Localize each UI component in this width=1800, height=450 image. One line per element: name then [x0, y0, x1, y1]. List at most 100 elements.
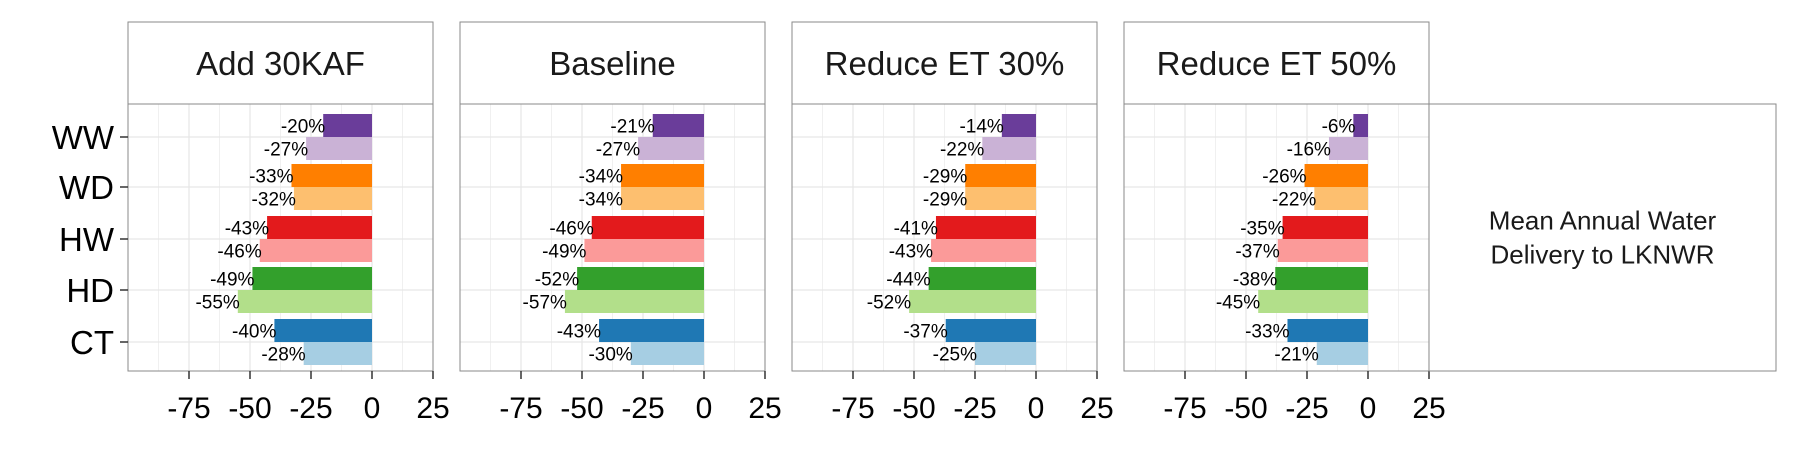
- data-label-add-30kaf-hw: -43%: [225, 219, 269, 240]
- data-label-add-30kaf-ww: -27%: [264, 140, 308, 161]
- data-label-reduce-et-30-ww: -22%: [940, 140, 984, 161]
- facet-title-reduce-et-30: Reduce ET 30%: [825, 45, 1065, 82]
- bar-baseline-hw-dark: [591, 216, 704, 239]
- x-tick-label: -25: [621, 392, 664, 425]
- bar-add-30kaf-wd-dark: [291, 164, 372, 187]
- data-label-add-30kaf-ww: -20%: [281, 117, 325, 138]
- data-label-baseline-ww: -21%: [610, 117, 654, 138]
- data-label-reduce-et-50-hd: -38%: [1233, 270, 1277, 291]
- x-tick-label: 25: [748, 392, 781, 425]
- x-tick-label: 0: [1028, 392, 1045, 425]
- data-label-reduce-et-50-ww: -6%: [1322, 117, 1356, 138]
- bar-baseline-hw-light: [584, 239, 704, 262]
- facet-strip-reduce-et-30: [791, 21, 1098, 105]
- x-tick-label: -25: [289, 392, 332, 425]
- x-tick-label: 0: [364, 392, 381, 425]
- y-tick-label-hd: HD: [66, 272, 114, 309]
- data-label-reduce-et-50-wd: -26%: [1262, 167, 1306, 188]
- data-label-reduce-et-50-hd: -45%: [1216, 293, 1260, 314]
- x-tick-label: 0: [1360, 392, 1377, 425]
- bar-reduce-et-30-hw-dark: [935, 216, 1036, 239]
- side-label-line: Mean Annual Water: [1489, 206, 1717, 236]
- facet-strip-reduce-et-50: [1123, 21, 1430, 105]
- data-label-baseline-wd: -34%: [579, 167, 623, 188]
- panel-border-baseline: [459, 103, 766, 372]
- bar-baseline-ct-light: [630, 342, 704, 365]
- data-label-reduce-et-30-ct: -37%: [903, 322, 947, 343]
- bar-reduce-et-50-wd-dark: [1304, 164, 1368, 187]
- x-tick-label: 25: [1412, 392, 1445, 425]
- bar-reduce-et-30-ct-light: [975, 342, 1036, 365]
- side-label-box: [1428, 103, 1777, 372]
- x-tick-label: -50: [560, 392, 603, 425]
- x-tick-label: -50: [1224, 392, 1267, 425]
- bar-reduce-et-50-hw-dark: [1282, 216, 1368, 239]
- facet-strip-baseline: [459, 21, 766, 105]
- data-label-baseline-ww: -27%: [596, 140, 640, 161]
- bar-baseline-ct-dark: [599, 319, 704, 342]
- y-tick-label-hw: HW: [59, 221, 115, 258]
- x-tick-label: -75: [831, 392, 874, 425]
- bar-baseline-ww-dark: [652, 114, 704, 137]
- data-label-reduce-et-30-ww: -14%: [959, 117, 1003, 138]
- bar-baseline-ww-light: [638, 137, 704, 160]
- data-label-baseline-hd: -52%: [535, 270, 579, 291]
- bar-reduce-et-30-hd-dark: [928, 267, 1036, 290]
- bar-add-30kaf-wd-light: [293, 187, 372, 210]
- bar-add-30kaf-hd-light: [237, 290, 372, 313]
- data-label-reduce-et-50-ct: -21%: [1274, 345, 1318, 366]
- bar-reduce-et-50-ct-light: [1316, 342, 1368, 365]
- x-tick-label: -75: [1163, 392, 1206, 425]
- x-tick-label: -25: [953, 392, 996, 425]
- data-label-baseline-ct: -30%: [588, 345, 632, 366]
- data-label-reduce-et-50-ww: -16%: [1287, 140, 1331, 161]
- bar-add-30kaf-ww-dark: [323, 114, 372, 137]
- data-label-reduce-et-50-hw: -37%: [1235, 242, 1279, 263]
- y-tick-label-ct: CT: [70, 324, 114, 361]
- x-tick-label: 0: [696, 392, 713, 425]
- bar-reduce-et-50-hd-dark: [1275, 267, 1368, 290]
- data-label-add-30kaf-wd: -32%: [252, 190, 296, 211]
- data-label-reduce-et-30-wd: -29%: [923, 190, 967, 211]
- facet-title-baseline: Baseline: [549, 45, 676, 82]
- bar-reduce-et-30-ct-dark: [945, 319, 1036, 342]
- panel-border-reduce-et-30: [791, 103, 1098, 372]
- x-tick-label: -50: [228, 392, 271, 425]
- data-label-reduce-et-30-hd: -52%: [867, 293, 911, 314]
- data-label-reduce-et-30-hd: -44%: [886, 270, 930, 291]
- y-tick-label-wd: WD: [59, 169, 114, 206]
- data-label-baseline-hw: -46%: [549, 219, 593, 240]
- data-label-reduce-et-50-hw: -35%: [1240, 219, 1284, 240]
- bar-add-30kaf-hw-dark: [267, 216, 372, 239]
- x-tick-label: -25: [1285, 392, 1328, 425]
- data-label-reduce-et-50-wd: -22%: [1272, 190, 1316, 211]
- bar-reduce-et-30-hd-light: [909, 290, 1036, 313]
- data-label-add-30kaf-hd: -49%: [210, 270, 254, 291]
- y-tick-label-ww: WW: [52, 119, 115, 156]
- bar-baseline-hd-light: [564, 290, 704, 313]
- bar-reduce-et-50-hd-light: [1258, 290, 1368, 313]
- data-label-baseline-wd: -34%: [579, 190, 623, 211]
- bar-reduce-et-50-wd-light: [1314, 187, 1368, 210]
- data-label-add-30kaf-ct: -28%: [261, 345, 305, 366]
- data-label-add-30kaf-hw: -46%: [217, 242, 261, 263]
- bar-reduce-et-30-hw-light: [931, 239, 1036, 262]
- data-label-reduce-et-30-hw: -43%: [889, 242, 933, 263]
- bar-add-30kaf-hd-dark: [252, 267, 372, 290]
- data-label-reduce-et-50-ct: -33%: [1245, 322, 1289, 343]
- bar-add-30kaf-ww-light: [306, 137, 372, 160]
- data-label-baseline-hw: -49%: [542, 242, 586, 263]
- bar-reduce-et-50-hw-light: [1277, 239, 1368, 262]
- bar-reduce-et-30-wd-dark: [965, 164, 1036, 187]
- data-label-add-30kaf-hd: -55%: [195, 293, 239, 314]
- bar-reduce-et-50-ct-dark: [1287, 319, 1368, 342]
- bar-reduce-et-50-ww-light: [1328, 137, 1368, 160]
- x-tick-label: 25: [1080, 392, 1113, 425]
- bar-baseline-hd-dark: [577, 267, 704, 290]
- bar-add-30kaf-ct-light: [303, 342, 372, 365]
- bar-baseline-wd-dark: [621, 164, 704, 187]
- bar-reduce-et-30-ww-dark: [1001, 114, 1036, 137]
- data-label-baseline-ct: -43%: [557, 322, 601, 343]
